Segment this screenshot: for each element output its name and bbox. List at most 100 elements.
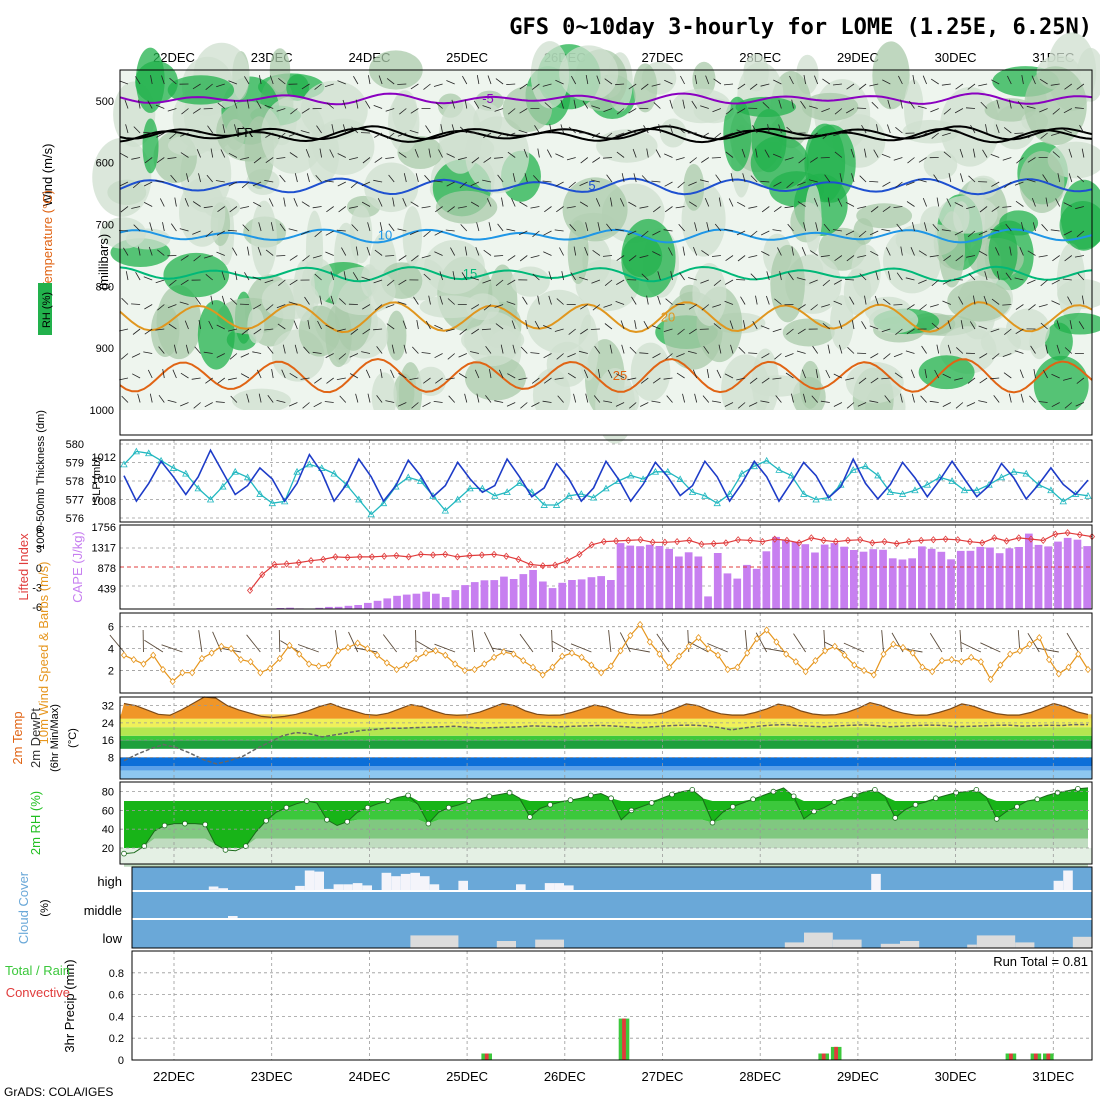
wind-barb xyxy=(362,157,371,164)
wind-barb xyxy=(917,105,927,109)
date-label-bottom: 25DEC xyxy=(446,1069,488,1084)
wind-barb xyxy=(1074,107,1084,109)
wind-barb xyxy=(434,324,443,330)
cape-bar xyxy=(568,580,576,609)
rh-point xyxy=(608,795,614,801)
wind-speed-point xyxy=(617,647,624,655)
wind-barb xyxy=(180,402,189,407)
wind-barb xyxy=(737,83,746,90)
wind-barb xyxy=(119,377,129,381)
wind-barb xyxy=(326,377,334,384)
wind-barb xyxy=(242,126,250,134)
wind-barb xyxy=(972,148,976,158)
lifted-index-point xyxy=(515,555,522,564)
date-label-top: 29DEC xyxy=(837,50,879,65)
wind-barb xyxy=(342,99,347,109)
wind-barb xyxy=(386,323,395,330)
wind-barb xyxy=(132,181,141,189)
cape-bar xyxy=(1025,533,1033,609)
thickness-point xyxy=(639,475,647,483)
thickness-point xyxy=(874,471,882,479)
wind-barb xyxy=(470,351,479,354)
wind-speed-point xyxy=(763,626,770,634)
wind-barb xyxy=(305,148,310,158)
cape-bar xyxy=(733,578,742,609)
wind-barb xyxy=(694,222,698,232)
wind-speed-point xyxy=(130,655,137,664)
lifted-index-point xyxy=(283,560,290,568)
wind-barb xyxy=(143,181,153,187)
wind-barb xyxy=(979,377,988,384)
wind-barb xyxy=(801,369,806,379)
wind-barb xyxy=(640,377,649,384)
wind-barb xyxy=(312,206,322,209)
wind-barb xyxy=(337,181,346,187)
wind-speed-point xyxy=(938,657,945,665)
cape-bar xyxy=(1073,539,1082,609)
wind-barb xyxy=(869,181,879,183)
date-label-bottom: 24DEC xyxy=(348,1069,390,1084)
wind-speed-point xyxy=(1084,665,1092,674)
low-cloud-bar xyxy=(976,935,1016,948)
wind-barb xyxy=(434,353,443,359)
wind-barb xyxy=(312,255,322,259)
rh-cell xyxy=(435,190,498,224)
wind-barb xyxy=(893,353,903,358)
wind-barb xyxy=(215,401,225,403)
wind-barb xyxy=(252,276,262,281)
wind-barb xyxy=(186,173,189,183)
wind-barb xyxy=(380,369,383,379)
high-cloud-bar xyxy=(871,873,881,890)
wind-barb xyxy=(300,377,310,380)
lifted-index-point xyxy=(1027,535,1035,543)
lifted-index-point xyxy=(442,550,449,558)
wind-barb xyxy=(1051,300,1060,305)
thickness-point xyxy=(800,490,808,497)
wind-barb xyxy=(1057,173,1061,183)
high-cloud-bar xyxy=(516,884,526,891)
lifted-index-point xyxy=(942,535,949,543)
wind-barb xyxy=(1051,402,1060,408)
wind-barb xyxy=(240,157,250,160)
surface-wind-barb xyxy=(551,629,553,653)
lifted-index-point xyxy=(722,539,729,547)
wind-speed-point xyxy=(374,651,381,659)
wind-barb xyxy=(301,230,310,235)
rh-cell xyxy=(461,324,525,356)
wind-barb xyxy=(507,279,516,285)
wind-barb xyxy=(1068,173,1073,183)
wind-barb xyxy=(252,181,262,187)
wind-barb xyxy=(677,328,685,335)
rh-point xyxy=(405,792,411,799)
wind-barb xyxy=(470,201,480,207)
wind-barb xyxy=(208,320,214,330)
lifted-index-point xyxy=(686,536,693,545)
temperature-band xyxy=(120,735,1092,741)
wind-barb xyxy=(761,251,770,256)
lifted-index-point xyxy=(783,536,790,545)
wind-barb xyxy=(869,400,879,403)
wind-barb xyxy=(736,377,746,381)
wind-barb xyxy=(459,328,468,335)
wind-barb xyxy=(156,132,165,138)
wind-barb xyxy=(761,377,770,384)
cape-bar xyxy=(908,558,916,609)
lifted-index-line xyxy=(249,532,1093,591)
grads-credit: GrADS: COLA/IGES xyxy=(4,1085,113,1099)
wind-barb xyxy=(374,304,383,311)
lifted-index-point xyxy=(307,557,315,565)
thickness-point xyxy=(466,484,474,492)
wind-barb xyxy=(640,402,649,407)
wind-speed-point xyxy=(179,669,186,677)
wind-barb xyxy=(833,402,843,407)
lifted-tick: 6 xyxy=(36,524,42,536)
high-cloud-bar xyxy=(400,873,411,890)
cape-bar xyxy=(558,582,567,609)
wind-barb xyxy=(633,173,637,183)
wind-barb xyxy=(267,395,274,403)
thickness-point xyxy=(441,506,450,514)
wind-barb xyxy=(827,344,831,354)
wind-barb xyxy=(1055,198,1061,207)
thickness-slp-frame xyxy=(119,439,1093,523)
wind-barb xyxy=(942,279,951,285)
